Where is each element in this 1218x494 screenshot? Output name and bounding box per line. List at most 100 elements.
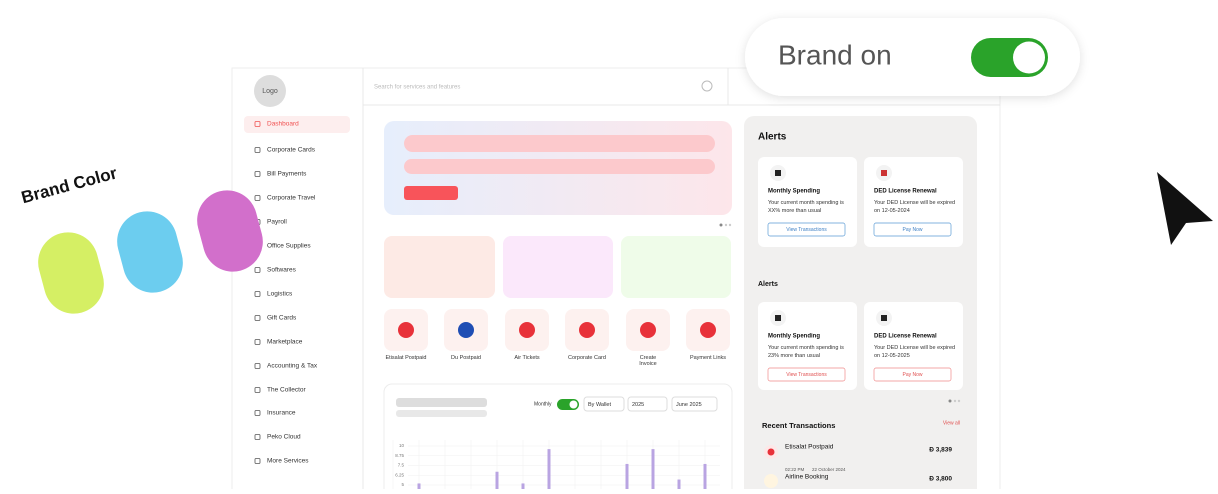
nav-item[interactable]: Insurance bbox=[267, 410, 296, 417]
bar bbox=[495, 471, 499, 491]
nav-icon bbox=[254, 458, 261, 464]
nav-item[interactable]: Bill Payments bbox=[267, 171, 307, 178]
banner-bar bbox=[404, 135, 715, 152]
alert-button[interactable] bbox=[767, 367, 846, 382]
nav-icon bbox=[254, 363, 261, 369]
nav-item[interactable]: Accounting & Tax bbox=[267, 363, 318, 370]
nav-icon bbox=[254, 171, 261, 177]
bar bbox=[547, 449, 551, 491]
alert-button-label[interactable]: Pay Now bbox=[902, 372, 922, 378]
nav-item[interactable]: Corporate Travel bbox=[267, 195, 316, 202]
search-placeholder[interactable]: Search for services and features bbox=[374, 85, 460, 91]
action-label[interactable]: Air Tickets bbox=[514, 355, 540, 361]
bar bbox=[625, 463, 629, 491]
nav-item[interactable]: Dashboard bbox=[267, 121, 299, 128]
dropdown[interactable] bbox=[627, 396, 668, 412]
alert-icon-glyph bbox=[881, 170, 887, 176]
text-block: Your current month spending is 23% more … bbox=[768, 345, 844, 359]
y-tick-label: 10 bbox=[399, 443, 405, 448]
promo-card[interactable] bbox=[384, 236, 495, 298]
bar bbox=[651, 449, 655, 491]
tx-amount: Ð 3,839 bbox=[929, 447, 952, 454]
alert-icon-glyph bbox=[775, 170, 781, 176]
alert-button[interactable] bbox=[767, 222, 846, 237]
banner-button[interactable] bbox=[404, 186, 458, 200]
y-tick-label: 5 bbox=[401, 482, 404, 487]
nav-icon bbox=[254, 410, 261, 416]
bar bbox=[417, 483, 421, 491]
search-icon bbox=[701, 80, 713, 92]
alert-icon-glyph bbox=[881, 315, 887, 321]
nav-item[interactable]: Softwares bbox=[267, 267, 297, 274]
dropdown[interactable] bbox=[671, 396, 718, 412]
alert-button-label[interactable]: Pay Now bbox=[902, 227, 922, 233]
nav-icon bbox=[254, 147, 261, 153]
nav-item[interactable]: The Collector bbox=[267, 387, 306, 394]
nav-icon bbox=[254, 339, 261, 345]
action-icon bbox=[458, 322, 474, 338]
y-tick-label: 6.25 bbox=[395, 472, 404, 477]
nav-item[interactable]: Logistics bbox=[267, 291, 293, 298]
alert-text: Your DED License will be expired on 12-0… bbox=[874, 345, 956, 359]
alert-text: Your current month spending is 23% more … bbox=[768, 345, 844, 359]
nav-icon bbox=[254, 315, 261, 321]
alert-title: Monthly Spending bbox=[768, 334, 820, 340]
text-block: Your DED License will be expired on 12-0… bbox=[874, 345, 956, 359]
promo-card[interactable] bbox=[621, 236, 731, 298]
nav-icon bbox=[254, 387, 261, 393]
nav-icon bbox=[254, 121, 261, 127]
action-label[interactable]: Corporate Card bbox=[568, 355, 606, 361]
dot bbox=[719, 223, 723, 227]
alert-title: DED License Renewal bbox=[874, 334, 937, 340]
nav-item[interactable]: Corporate Cards bbox=[267, 147, 316, 154]
tx-icon-glyph bbox=[767, 448, 775, 456]
logo-circle bbox=[254, 75, 286, 107]
tx-time: 02:22 PM bbox=[785, 467, 805, 472]
dot bbox=[957, 399, 961, 403]
tx-name[interactable]: Airline Booking bbox=[785, 474, 829, 481]
action-icon bbox=[700, 322, 716, 338]
control-label: Monthly bbox=[534, 401, 552, 407]
dropdown[interactable] bbox=[583, 396, 625, 412]
action-icon bbox=[519, 322, 535, 338]
alert-button-label[interactable]: View Transactions bbox=[786, 227, 827, 233]
color-swatch[interactable] bbox=[110, 205, 189, 300]
action-label[interactable]: Payment Links bbox=[689, 355, 727, 361]
nav-item[interactable]: Marketplace bbox=[267, 339, 303, 346]
promo-card[interactable] bbox=[503, 236, 613, 298]
section-title: Alerts bbox=[758, 132, 787, 143]
color-swatch[interactable] bbox=[31, 226, 110, 321]
label-box: Create Invoice bbox=[639, 355, 657, 367]
dropdown-label[interactable]: 2025 bbox=[632, 402, 644, 408]
dropdown-label[interactable]: June 2025 bbox=[676, 402, 702, 408]
dot bbox=[724, 223, 728, 227]
text-block: Your current month spending is XX% more … bbox=[768, 200, 844, 214]
alert-button-label[interactable]: View Transactions bbox=[786, 372, 827, 378]
action-label[interactable]: Create Invoice bbox=[639, 355, 657, 367]
action-icon bbox=[579, 322, 595, 338]
dropdown-label[interactable]: By Wallet bbox=[588, 402, 611, 408]
placeholder bbox=[396, 410, 487, 417]
action-label[interactable]: Etisalat Postpaid bbox=[385, 355, 427, 361]
y-tick-label: 7.5 bbox=[398, 463, 405, 468]
nav-icon bbox=[254, 195, 261, 201]
alert-button[interactable] bbox=[873, 367, 952, 382]
section-title: Recent Transactions bbox=[762, 421, 835, 430]
bar bbox=[521, 483, 525, 491]
nav-item[interactable]: More Services bbox=[267, 458, 309, 465]
action-icon bbox=[398, 322, 414, 338]
placeholder bbox=[396, 398, 487, 407]
alert-button[interactable] bbox=[873, 222, 952, 237]
alert-title: Monthly Spending bbox=[768, 189, 820, 195]
nav-item[interactable]: Office Supplies bbox=[267, 243, 311, 250]
nav-item[interactable]: Payroll bbox=[267, 219, 287, 226]
color-swatch[interactable] bbox=[190, 184, 269, 279]
view-all[interactable]: View all bbox=[943, 420, 960, 426]
dot bbox=[948, 399, 952, 403]
action-label[interactable]: Du Postpaid bbox=[451, 355, 481, 361]
nav-item[interactable]: Gift Cards bbox=[267, 315, 297, 322]
nav-item[interactable]: Peko Cloud bbox=[267, 434, 301, 441]
tx-name[interactable]: Etisalat Postpaid bbox=[785, 444, 834, 451]
bar bbox=[677, 479, 681, 491]
label-box: Air Tickets bbox=[514, 355, 540, 361]
